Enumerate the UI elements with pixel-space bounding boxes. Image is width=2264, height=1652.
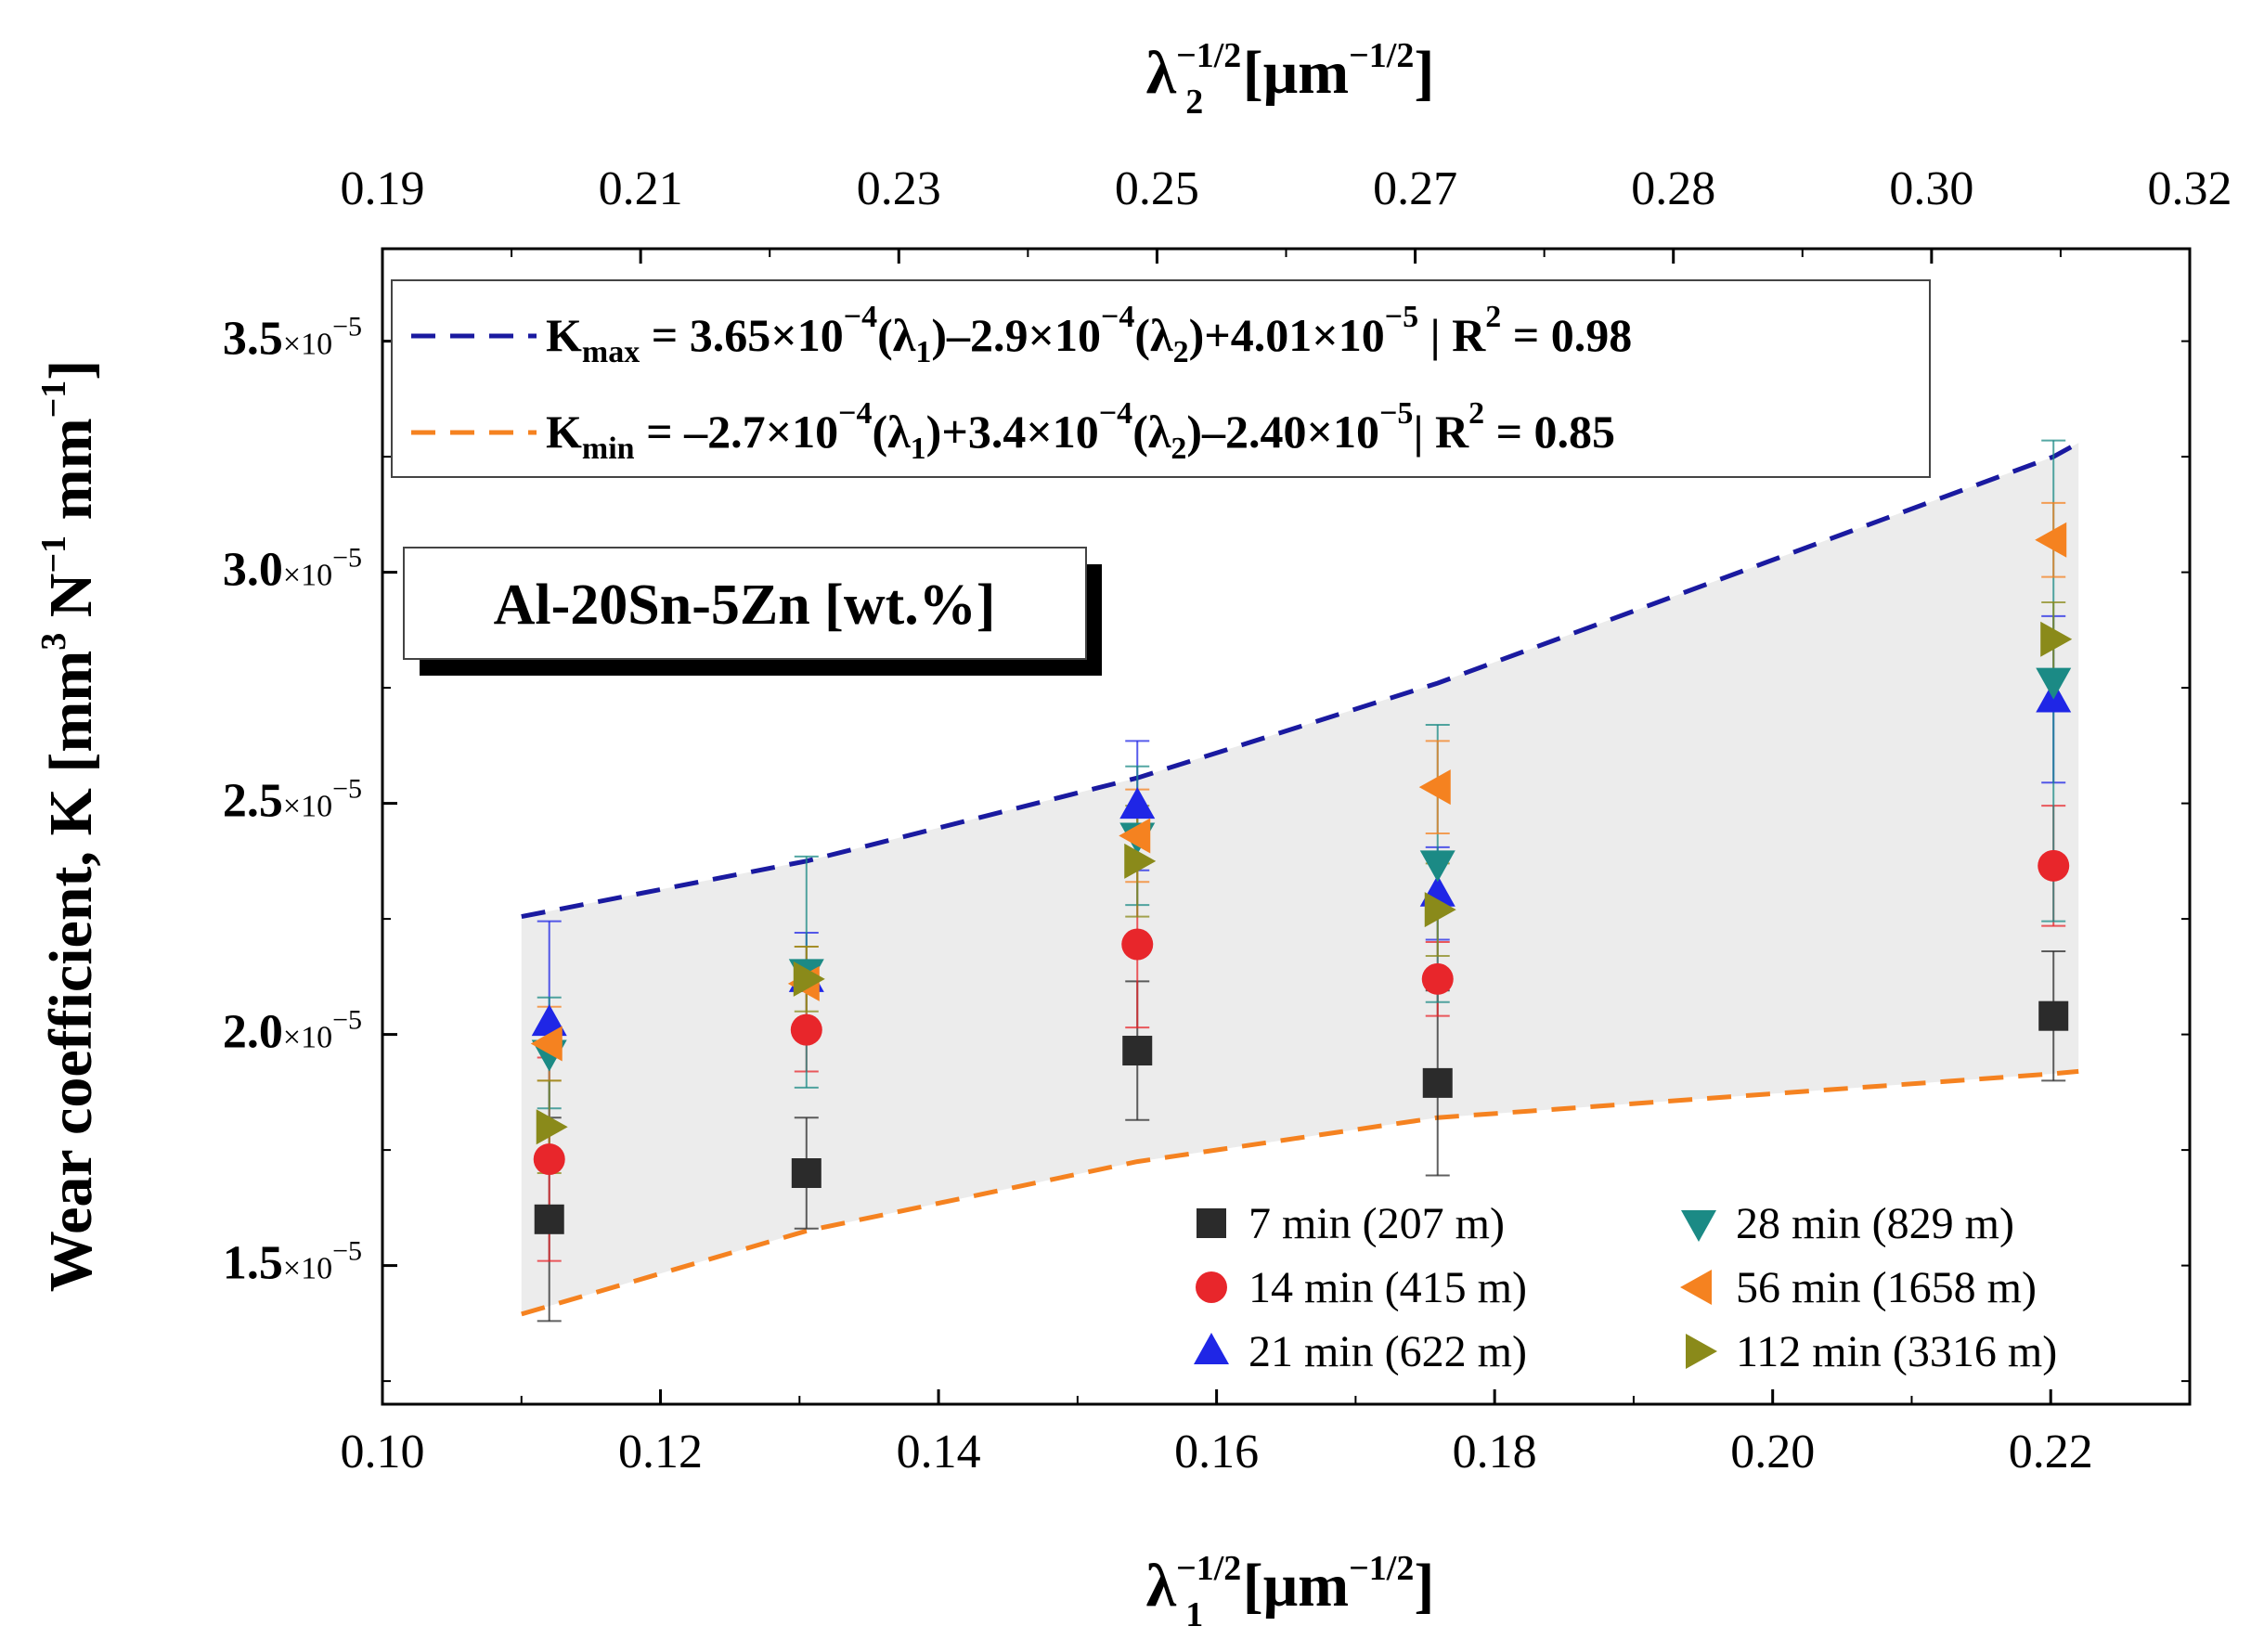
- data-point: [1122, 1036, 1153, 1066]
- top-tick-label: 0.32: [2148, 162, 2232, 215]
- data-point: [1422, 1067, 1453, 1098]
- data-point: [536, 1109, 568, 1145]
- legend-label: 14 min (415 m): [1248, 1263, 1527, 1312]
- data-point: [1119, 818, 1151, 854]
- y-tick-label: 2.0×10−5: [223, 1005, 362, 1059]
- data-point: [793, 961, 825, 997]
- x-tick-label: 0.18: [1453, 1426, 1537, 1478]
- markers-layer: [530, 522, 2073, 1234]
- kmax-fit-line: [521, 441, 2080, 920]
- axes-layer: 0.10 0.12 0.14 0.16 0.18 0.20 0.22 0.19 0.21 0.23…: [34, 36, 2232, 1634]
- y-tick-label: 3.5×10−5: [223, 312, 362, 366]
- legend-marker: [1196, 1271, 1227, 1303]
- kmin-equation: Kmin = –2.7×10−4(λ1)+3.4×10−4(λ2)–2.40×1…: [546, 396, 1615, 469]
- equation-legend: Kmax = 3.65×10−4(λ1)–2.9×10−4(λ2)+4.01×1…: [391, 279, 1931, 478]
- kmax-equation: Kmax = 3.65×10−4(λ1)–2.9×10−4(λ2)+4.01×1…: [546, 300, 1632, 372]
- legend-item: 21 min (622 m): [1194, 1327, 1527, 1376]
- data-point: [534, 1204, 564, 1234]
- legend-label: 56 min (1658 m): [1736, 1263, 2037, 1312]
- data-point: [531, 1004, 567, 1037]
- y-axis-title: Wear coefficient, K [mm3 N−1 mm−1]: [34, 360, 105, 1292]
- data-point: [530, 1026, 563, 1062]
- data-point: [791, 1158, 822, 1188]
- series-legend: 7 min (207 m) 14 min (415 m) 21 min (622 m…: [1194, 1199, 2057, 1376]
- sample-label: Al-20Sn-5Zn [wt.%]: [494, 574, 996, 637]
- legend-item: 28 min (829 m): [1681, 1199, 2014, 1248]
- y-tick-label: 3.0×10−5: [223, 543, 362, 597]
- data-point: [1119, 787, 1156, 820]
- legend-marker: [1197, 1208, 1226, 1238]
- x-tick-label: 0.20: [1730, 1426, 1815, 1478]
- data-point: [1121, 928, 1154, 961]
- x-tick-label: 0.14: [897, 1426, 981, 1478]
- data-point: [790, 1013, 822, 1046]
- sample-label-box: Al-20Sn-5Zn [wt.%]: [403, 547, 1102, 676]
- x-tick-label: 0.10: [341, 1426, 425, 1478]
- legend-label: 21 min (622 m): [1248, 1327, 1527, 1376]
- legend-item: 56 min (1658 m): [1680, 1263, 2037, 1312]
- legend-marker: [1681, 1210, 1716, 1242]
- top-tick-label: 0.28: [1631, 162, 1715, 215]
- legend-item: 112 min (3316 m): [1686, 1327, 2057, 1376]
- top-tick-label: 0.25: [1115, 162, 1199, 215]
- y-tick-label: 1.5×10−5: [223, 1236, 362, 1290]
- legend-marker: [1680, 1270, 1712, 1305]
- top-tick-label: 0.21: [599, 162, 683, 215]
- legend-item: 14 min (415 m): [1196, 1263, 1527, 1312]
- legend-item: 7 min (207 m): [1197, 1199, 1505, 1248]
- sample-label-bg: [403, 547, 1087, 660]
- data-point: [2036, 667, 2072, 700]
- x-tick-label: 0.12: [618, 1426, 703, 1478]
- top-tick-label: 0.19: [341, 162, 425, 215]
- data-point: [2035, 522, 2067, 558]
- data-point: [533, 1143, 565, 1176]
- kmin-fit-line: [521, 1068, 2079, 1317]
- data-point: [2040, 621, 2073, 657]
- data-point: [1419, 850, 1455, 883]
- top-tick-label: 0.23: [857, 162, 941, 215]
- legend-label: 7 min (207 m): [1248, 1199, 1505, 1248]
- fit-lines-layer: [521, 441, 2080, 1317]
- legend-marker: [1194, 1333, 1229, 1364]
- shaded-band-layer: [521, 443, 2079, 1314]
- data-point: [1421, 962, 1454, 995]
- x-axis-title-bottom: λ−1/2 1 [μm−1/2]: [1146, 1549, 1435, 1634]
- legend-label: 28 min (829 m): [1736, 1199, 2014, 1248]
- data-point: [2038, 1000, 2069, 1031]
- shaded-band: [521, 443, 2079, 1314]
- data-point: [1418, 769, 1451, 806]
- equation-legend-box: [391, 279, 1931, 478]
- data-point: [1424, 892, 1456, 928]
- legend-marker: [1686, 1334, 1717, 1369]
- data-point: [2038, 849, 2070, 882]
- x-axis-title-top: λ−1/2 2 [μm−1/2]: [1146, 36, 1435, 122]
- top-tick-label: 0.30: [1889, 162, 1973, 215]
- x-tick-label: 0.22: [2009, 1426, 2093, 1478]
- top-tick-label: 0.27: [1373, 162, 1457, 215]
- legend-label: 112 min (3316 m): [1736, 1327, 2057, 1376]
- data-point: [1124, 843, 1157, 879]
- y-tick-label: 2.5×10−5: [223, 774, 362, 828]
- x-tick-label: 0.16: [1174, 1426, 1259, 1478]
